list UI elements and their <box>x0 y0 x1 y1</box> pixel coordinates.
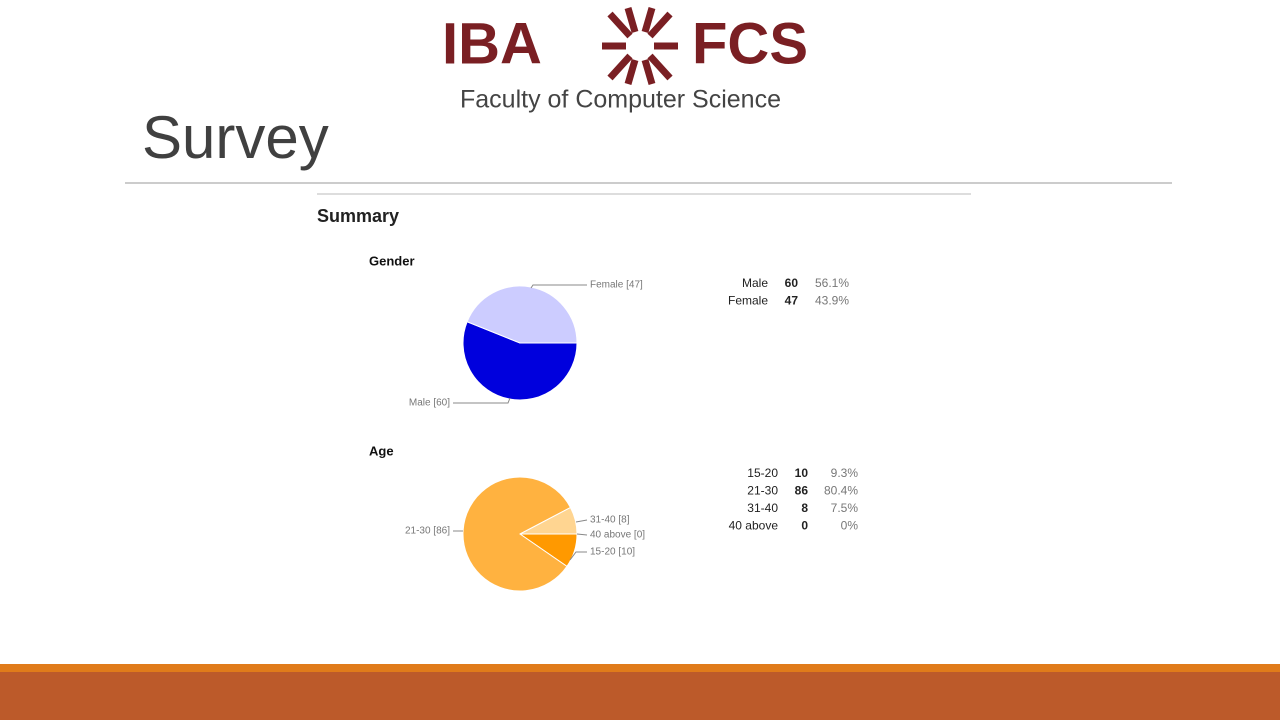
slice-label: 15-20 [10] <box>590 547 635 558</box>
slice-label: 40 above [0] <box>590 530 645 541</box>
table-percent: 9.3% <box>831 466 859 480</box>
logo-icon <box>602 7 678 85</box>
logo-right: FCS <box>692 11 808 76</box>
table-percent: 43.9% <box>815 294 849 308</box>
pie-slice <box>519 506 578 535</box>
table-count: 60 <box>785 276 799 290</box>
slice-label: Male [60] <box>409 398 450 409</box>
footer-bar <box>0 672 1280 720</box>
pie-slice <box>462 476 572 592</box>
table-count: 0 <box>801 519 808 533</box>
table-percent: 80.4% <box>824 484 858 498</box>
leader-line <box>569 551 587 561</box>
table-category: Female <box>728 294 768 308</box>
chart-title: Gender <box>369 253 415 268</box>
logo-left: IBA <box>442 11 542 76</box>
slide-title: Survey <box>142 104 329 171</box>
table-category: 40 above <box>729 519 779 533</box>
pie-slice <box>466 285 578 344</box>
slice-label: Female [47] <box>590 280 643 291</box>
table-category: 31-40 <box>747 501 778 515</box>
chart-title: Age <box>369 443 394 458</box>
slice-label: 21-30 [86] <box>405 526 450 537</box>
leader-line <box>530 284 587 289</box>
slice-label: 31-40 [8] <box>590 515 630 526</box>
table-category: Male <box>742 276 768 290</box>
table-percent: 56.1% <box>815 276 849 290</box>
footer-strip <box>0 664 1280 672</box>
table-count: 47 <box>785 294 799 308</box>
logo-subtitle: Faculty of Computer Science <box>460 86 781 114</box>
table-category: 15-20 <box>747 466 778 480</box>
summary-heading: Summary <box>317 206 399 226</box>
table-count: 86 <box>795 484 809 498</box>
leader-line <box>576 533 588 536</box>
table-percent: 7.5% <box>831 501 859 515</box>
table-category: 21-30 <box>747 484 778 498</box>
table-count: 10 <box>795 466 809 480</box>
leader-line <box>575 519 588 523</box>
leader-line <box>453 397 511 404</box>
table-percent: 0% <box>841 519 859 533</box>
table-count: 8 <box>801 501 808 515</box>
